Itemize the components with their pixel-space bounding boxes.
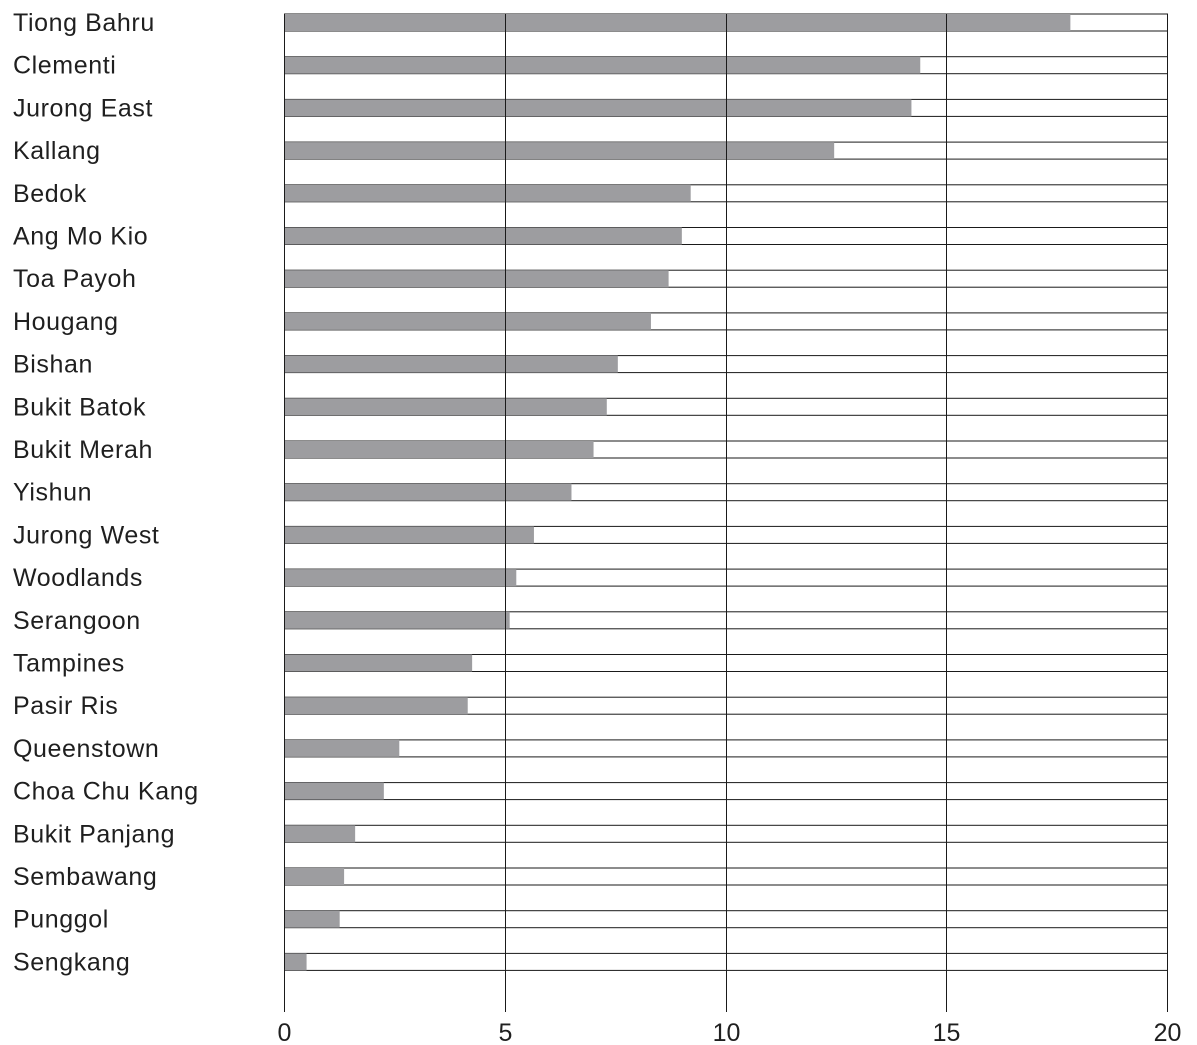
bar-bukit-panjang bbox=[284, 825, 356, 843]
category-label-queenstown: Queenstown bbox=[13, 735, 159, 763]
category-label-bedok: Bedok bbox=[13, 180, 87, 208]
category-label-serangoon: Serangoon bbox=[13, 607, 141, 635]
x-tick-label-0: 0 bbox=[278, 1019, 292, 1045]
bar-tampines bbox=[284, 654, 473, 672]
bar-jurong-east bbox=[284, 99, 912, 117]
category-label-tampines: Tampines bbox=[13, 650, 125, 678]
bar-woodlands bbox=[284, 569, 517, 587]
bar-sengkang bbox=[284, 953, 307, 971]
bar-choa-chu-kang bbox=[284, 782, 384, 800]
category-label-punggol: Punggol bbox=[13, 906, 109, 934]
x-tick-label-15: 15 bbox=[933, 1019, 961, 1045]
category-label-kallang: Kallang bbox=[13, 137, 101, 165]
x-axis: 0 5 10 15 20 bbox=[278, 969, 1182, 1045]
bar-serangoon bbox=[284, 611, 510, 629]
bars bbox=[284, 14, 1071, 971]
bar-yishun bbox=[284, 483, 572, 501]
category-label-woodlands: Woodlands bbox=[13, 564, 143, 592]
category-label-sengkang: Sengkang bbox=[13, 948, 130, 976]
bar-toa-payoh bbox=[284, 270, 669, 288]
category-label-toa-payoh: Toa Payoh bbox=[13, 265, 137, 293]
bar-jurong-west bbox=[284, 526, 534, 544]
bar-ang-mo-kio bbox=[284, 227, 682, 245]
category-label-hougang: Hougang bbox=[13, 308, 119, 336]
bar-queenstown bbox=[284, 739, 400, 757]
bar-pasir-ris bbox=[284, 697, 468, 715]
bar-sembawang bbox=[284, 868, 345, 885]
category-label-bishan: Bishan bbox=[13, 351, 93, 379]
bar-tiong-bahru bbox=[284, 14, 1071, 31]
category-label-clementi: Clementi bbox=[13, 52, 116, 80]
gridlines bbox=[284, 13, 1168, 970]
category-label-ang-mo-kio: Ang Mo Kio bbox=[13, 223, 148, 251]
category-label-tiong-bahru: Tiong Bahru bbox=[13, 9, 155, 37]
bar-clementi bbox=[284, 56, 921, 74]
x-tick-label-20: 20 bbox=[1154, 1019, 1182, 1045]
category-label-jurong-west: Jurong West bbox=[13, 521, 159, 549]
bar-bukit-merah bbox=[284, 441, 594, 458]
category-label-bukit-merah: Bukit Merah bbox=[13, 436, 153, 464]
bar-bedok bbox=[284, 184, 691, 202]
bar-hougang bbox=[284, 312, 651, 330]
category-label-bukit-batok: Bukit Batok bbox=[13, 393, 146, 421]
x-tick-label-10: 10 bbox=[713, 1019, 741, 1045]
bar-punggol bbox=[284, 910, 340, 928]
category-label-choa-chu-kang: Choa Chu Kang bbox=[13, 778, 199, 806]
bar-kallang bbox=[284, 142, 835, 160]
bar-bukit-batok bbox=[284, 398, 607, 416]
category-label-bukit-panjang: Bukit Panjang bbox=[13, 820, 175, 848]
category-label-yishun: Yishun bbox=[13, 479, 92, 507]
category-label-jurong-east: Jurong East bbox=[13, 94, 153, 122]
bar-bishan bbox=[284, 355, 618, 373]
category-labels: Tiong Bahru Clementi Jurong East Kallang Bed… bbox=[13, 9, 199, 976]
x-tick-label-5: 5 bbox=[499, 1019, 513, 1045]
category-label-sembawang: Sembawang bbox=[13, 863, 157, 891]
category-label-pasir-ris: Pasir Ris bbox=[13, 692, 118, 720]
